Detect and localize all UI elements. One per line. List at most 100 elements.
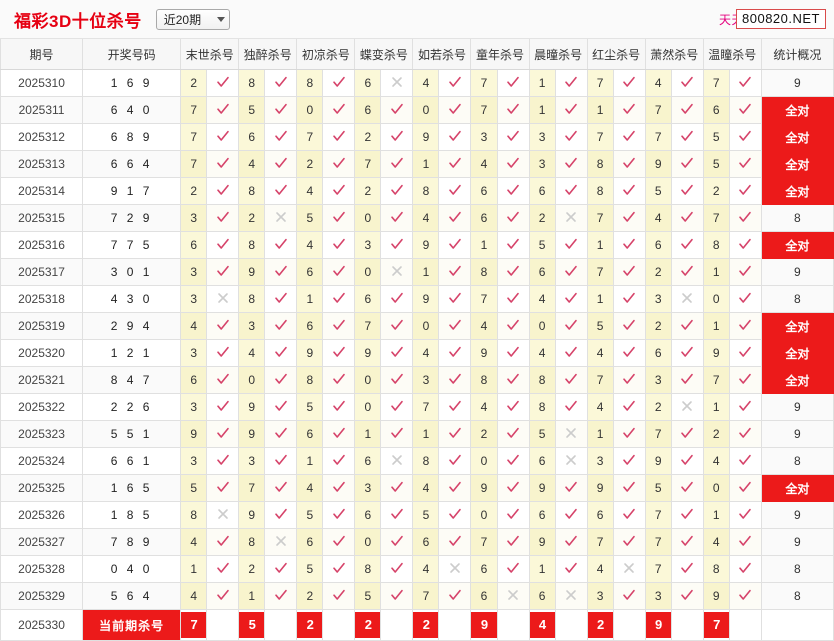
tick-icon xyxy=(332,264,346,278)
cell-kill-number: 5 xyxy=(354,582,382,610)
tick-icon xyxy=(274,399,288,413)
tick-icon xyxy=(506,75,520,89)
cell-kill-number: 4 xyxy=(586,555,614,583)
tick-icon xyxy=(448,129,462,143)
cell-open-number: 5 5 1 xyxy=(82,420,182,448)
cell-kill-number: 9 xyxy=(354,339,382,367)
cell-open-number: 1 8 5 xyxy=(82,501,182,529)
tick-icon xyxy=(274,75,288,89)
cell-kill-number: 6 xyxy=(180,231,208,259)
cell-result-mark xyxy=(612,231,646,259)
tick-icon xyxy=(216,480,230,494)
cell-kill-number: 7 xyxy=(470,96,498,124)
cell-kill-number: 3 xyxy=(180,258,208,286)
tick-icon xyxy=(448,291,462,305)
cell-result-mark xyxy=(264,420,298,448)
cell-result-mark xyxy=(728,447,762,475)
tick-icon xyxy=(506,426,520,440)
tick-icon xyxy=(216,426,230,440)
cell-kill-number: 7 xyxy=(412,393,440,421)
tick-icon xyxy=(332,399,346,413)
cell-result-mark xyxy=(554,231,588,259)
tick-icon xyxy=(506,507,520,521)
tick-icon xyxy=(390,183,404,197)
cell-result-mark xyxy=(496,123,530,151)
cell-issue: 2025319 xyxy=(0,312,84,340)
cell-stat: 9 xyxy=(760,528,834,556)
cell-open-number: 2 2 6 xyxy=(82,393,182,421)
cell-result-mark xyxy=(206,69,240,97)
tick-icon xyxy=(680,237,694,251)
cell-kill-number: 6 xyxy=(644,339,672,367)
cell-result-mark xyxy=(380,150,414,178)
cell-stat-full-hit: 全对 xyxy=(760,177,834,205)
cell-kill-number: 7 xyxy=(354,150,382,178)
tick-icon xyxy=(738,291,752,305)
cell-result-mark xyxy=(264,96,298,124)
cell-kill-number: 5 xyxy=(528,420,556,448)
cell-result-mark xyxy=(380,420,414,448)
cell-kill-number: 0 xyxy=(412,312,440,340)
cell-result-mark xyxy=(438,555,472,583)
cell-result-mark xyxy=(264,528,298,556)
tick-icon xyxy=(738,102,752,116)
cell-kill-number: 1 xyxy=(354,420,382,448)
cell-result-mark xyxy=(554,447,588,475)
cell-result-mark xyxy=(438,393,472,421)
cell-result-mark xyxy=(322,420,356,448)
cell-result-mark xyxy=(206,150,240,178)
cell-kill-number: 2 xyxy=(296,582,324,610)
cell-result-mark xyxy=(496,420,530,448)
cell-kill-number: 4 xyxy=(470,150,498,178)
tick-icon xyxy=(448,156,462,170)
tick-icon xyxy=(622,210,636,224)
cell-kill-number: 3 xyxy=(644,366,672,394)
cell-open-number: 9 1 7 xyxy=(82,177,182,205)
cell-kill-number: 5 xyxy=(702,123,730,151)
cell-result-mark xyxy=(612,69,646,97)
cell-stat-full-hit: 全对 xyxy=(760,231,834,259)
cell-result-mark xyxy=(670,474,704,502)
cell-kill-number: 8 xyxy=(180,501,208,529)
cross-icon xyxy=(448,561,462,575)
cell-result-mark xyxy=(554,582,588,610)
cell-result-mark xyxy=(322,447,356,475)
tick-icon xyxy=(216,102,230,116)
cell-result-mark xyxy=(728,123,762,151)
cell-kill-number: 7 xyxy=(296,123,324,151)
cell-kill-number: 3 xyxy=(354,231,382,259)
cell-issue: 2025325 xyxy=(0,474,84,502)
table-row: 2025311 6 4 0 7 5 0 6 0 7 1 1 7 6 全对 xyxy=(0,96,834,124)
cell-kill-number: 8 xyxy=(412,177,440,205)
cell-result-mark xyxy=(206,528,240,556)
current-kill-badge: 7 xyxy=(704,612,729,638)
tick-icon xyxy=(622,534,636,548)
cell-result-mark xyxy=(670,258,704,286)
cell-kill-number: 9 xyxy=(238,501,266,529)
cell-current-kill-number: 7 xyxy=(702,609,730,641)
cell-kill-number: 1 xyxy=(528,555,556,583)
tick-icon xyxy=(390,156,404,170)
tick-icon xyxy=(622,588,636,602)
cell-kill-number: 8 xyxy=(238,177,266,205)
tick-icon xyxy=(738,75,752,89)
tick-icon xyxy=(564,561,578,575)
cell-kill-number: 6 xyxy=(180,366,208,394)
cell-kill-number: 9 xyxy=(586,474,614,502)
cell-current-kill-number: 9 xyxy=(470,609,498,641)
cell-result-mark xyxy=(728,582,762,610)
cell-stat-full-hit: 全对 xyxy=(760,150,834,178)
cell-result-mark xyxy=(322,393,356,421)
cell-kill-number: 4 xyxy=(528,285,556,313)
cell-kill-number: 0 xyxy=(470,501,498,529)
cell-result-mark xyxy=(554,393,588,421)
cell-result-mark xyxy=(496,204,530,232)
period-select[interactable]: 近20期 xyxy=(155,8,230,30)
cell-result-mark xyxy=(554,123,588,151)
tick-icon xyxy=(622,129,636,143)
cell-kill-number: 6 xyxy=(238,123,266,151)
tick-icon xyxy=(448,264,462,278)
